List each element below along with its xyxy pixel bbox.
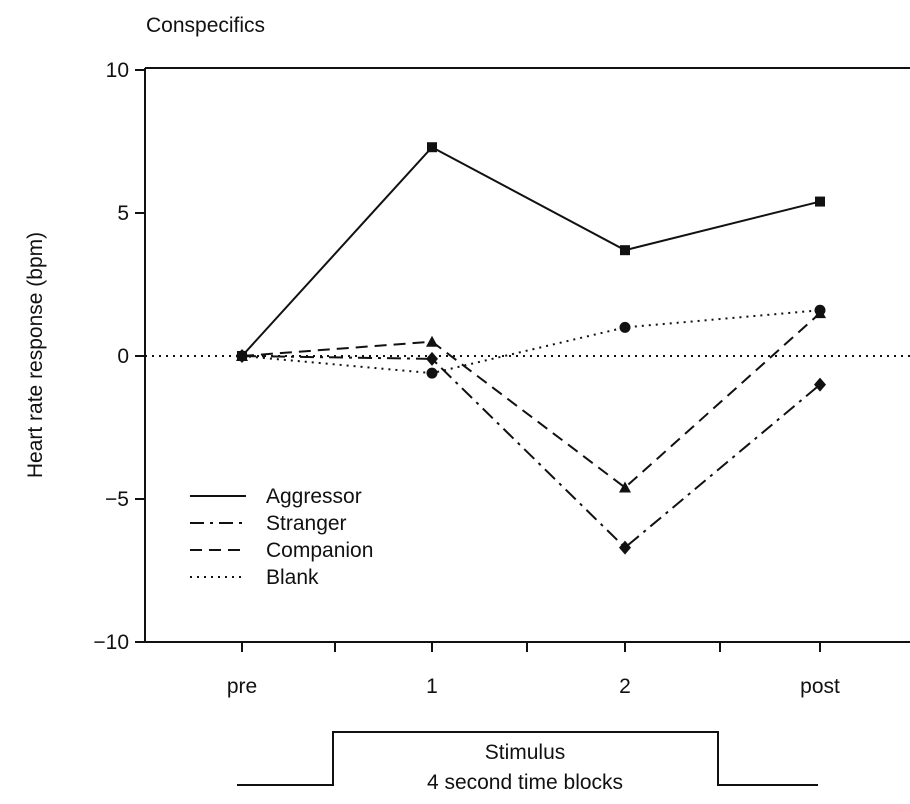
legend-item: Aggressor [190, 485, 362, 508]
data-point [426, 367, 438, 379]
legend-item: Blank [190, 566, 319, 589]
data-point [815, 196, 825, 207]
data-point [814, 304, 826, 316]
series-layer [236, 142, 826, 555]
series-line [241, 312, 821, 489]
data-point [619, 321, 631, 333]
x-tick-label: 2 [619, 675, 631, 698]
legend-label: Aggressor [266, 485, 362, 508]
y-ticks: 10 5 0 −5 −10 [93, 59, 145, 654]
y-tick-label: 5 [117, 202, 129, 225]
x-ticks: pre 1 2 post [227, 642, 840, 698]
data-point [427, 142, 437, 153]
data-point [426, 335, 438, 347]
legend-label: Companion [266, 539, 373, 562]
series-line [241, 145, 821, 357]
stimulus-diagram: Stimulus 4 second time blocks [237, 731, 818, 794]
legend-item: Stranger [190, 512, 347, 535]
y-tick-label: −10 [93, 631, 129, 654]
data-point [619, 540, 631, 555]
plot-frame [144, 67, 910, 643]
data-point [620, 245, 630, 256]
data-point [619, 481, 631, 493]
stimulus-trace [237, 731, 818, 786]
series-line [241, 355, 821, 549]
series-companion [236, 307, 826, 493]
y-axis-label: Heart rate response (bpm) [24, 232, 47, 478]
legend: Aggressor Stranger Companion Blank [190, 485, 373, 589]
x-tick-label: post [800, 675, 840, 698]
y-tick-label: −5 [105, 488, 129, 511]
data-point [814, 377, 826, 392]
y-tick-label: 0 [117, 345, 129, 368]
series-line [241, 309, 821, 375]
data-point [236, 350, 248, 362]
data-point [426, 351, 438, 366]
series-aggressor [237, 142, 825, 361]
legend-label: Blank [266, 566, 319, 589]
legend-label: Stranger [266, 512, 347, 535]
stimulus-label: Stimulus [485, 741, 566, 764]
y-tick-label: 10 [106, 59, 129, 82]
chart-title: Conspecifics [146, 14, 265, 37]
x-tick-label: pre [227, 675, 257, 698]
stimulus-sublabel: 4 second time blocks [427, 771, 623, 794]
series-blank [236, 304, 826, 379]
legend-item: Companion [190, 539, 373, 562]
x-tick-label: 1 [426, 675, 438, 698]
